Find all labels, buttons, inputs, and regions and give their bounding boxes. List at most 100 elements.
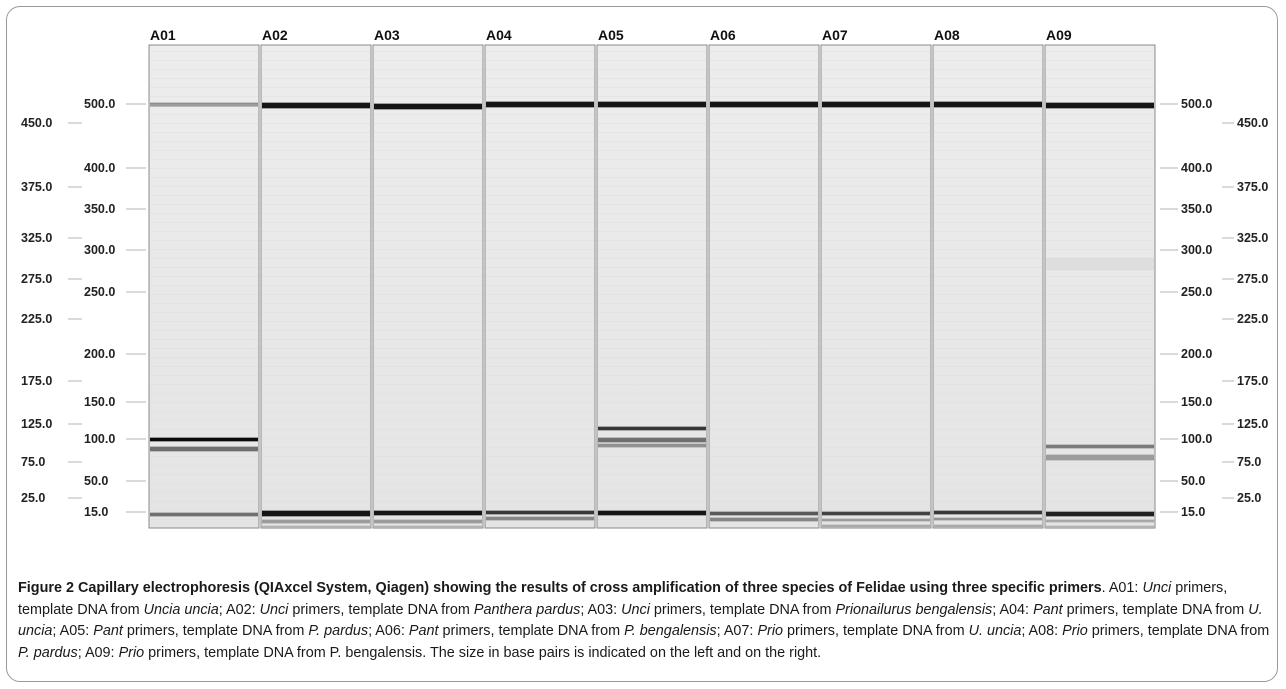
lane-texture	[486, 357, 594, 358]
lane-texture	[262, 267, 370, 268]
lane-texture	[598, 510, 706, 511]
lane-texture	[822, 510, 930, 511]
lane-texture	[374, 510, 482, 511]
lane-label: A09	[1046, 27, 1072, 43]
lane-texture	[710, 168, 818, 169]
right-size-marker: 225.0	[1222, 312, 1268, 326]
lane-texture	[934, 312, 1042, 313]
lane-texture	[710, 60, 818, 61]
lane-texture	[598, 240, 706, 241]
lane-texture	[150, 393, 258, 394]
lane-texture	[150, 150, 258, 151]
lane-texture	[374, 150, 482, 151]
lane-texture	[374, 303, 482, 304]
lane-texture	[710, 285, 818, 286]
lane-texture	[150, 51, 258, 52]
lane-texture	[1046, 438, 1154, 439]
lane-texture	[1046, 492, 1154, 493]
lane-texture	[486, 375, 594, 376]
lane-texture	[150, 114, 258, 115]
lane-texture	[486, 132, 594, 133]
lane-label: A01	[150, 27, 176, 43]
lane-texture	[374, 420, 482, 421]
lane-texture	[486, 186, 594, 187]
lane-texture	[598, 150, 706, 151]
marker-label: 350.0	[84, 202, 115, 216]
lane-texture	[1046, 204, 1154, 205]
left-size-marker: 500.0	[84, 97, 146, 111]
lane-a07	[820, 44, 932, 529]
lane-texture	[822, 294, 930, 295]
lane-texture	[1046, 141, 1154, 142]
caption-segment: primers, template DNA from P. bengalensi…	[144, 644, 822, 661]
lane-background	[148, 44, 260, 529]
lane-label: A06	[710, 27, 736, 43]
lane-texture	[598, 60, 706, 61]
lane-texture	[1046, 69, 1154, 70]
dna-band	[262, 103, 370, 108]
lane-texture	[374, 69, 482, 70]
lane-texture	[150, 69, 258, 70]
lane-texture	[374, 384, 482, 385]
marker-label: 400.0	[84, 161, 115, 175]
lane-texture	[822, 258, 930, 259]
lane-texture	[150, 483, 258, 484]
lane-texture	[486, 438, 594, 439]
lane-texture	[1046, 276, 1154, 277]
left-size-marker: 150.0	[84, 395, 146, 409]
marker-label: 150.0	[1181, 395, 1212, 409]
lane-texture	[262, 186, 370, 187]
lane-texture	[1046, 357, 1154, 358]
lane-texture	[1046, 294, 1154, 295]
lane-texture	[822, 393, 930, 394]
lane-a06	[708, 44, 820, 529]
lane-texture	[1046, 168, 1154, 169]
lane-texture	[150, 195, 258, 196]
left-size-marker: 50.0	[84, 474, 146, 488]
lane-texture	[598, 375, 706, 376]
right-size-marker: 275.0	[1222, 272, 1268, 286]
caption-segment: ; A06:	[368, 623, 409, 639]
lane-texture	[710, 231, 818, 232]
size-markers: 500.0 400.0 350.0 300.0 250.0 200.0 150.0 100.0…	[21, 97, 1268, 519]
lane-texture	[710, 123, 818, 124]
lane-texture	[710, 276, 818, 277]
lane-label: A04	[486, 27, 512, 43]
caption-segment: primers, template DNA from	[122, 623, 309, 639]
lane-texture	[262, 96, 370, 97]
lane-texture	[262, 168, 370, 169]
lane-texture	[934, 429, 1042, 430]
dna-band	[822, 519, 930, 521]
dna-band	[262, 526, 370, 528]
lane-texture	[822, 240, 930, 241]
lane-texture	[150, 330, 258, 331]
lane-texture	[822, 348, 930, 349]
lane-texture	[374, 51, 482, 52]
lane-texture	[598, 402, 706, 403]
lane-texture	[822, 357, 930, 358]
lane-texture	[710, 456, 818, 457]
marker-label: 225.0	[21, 312, 52, 326]
lane-texture	[374, 258, 482, 259]
lane-texture	[822, 177, 930, 178]
lane-texture	[486, 60, 594, 61]
lane-texture	[1046, 51, 1154, 52]
lane-texture	[934, 321, 1042, 322]
lane-texture	[262, 114, 370, 115]
lane-texture	[934, 87, 1042, 88]
lane-texture	[486, 267, 594, 268]
lane-texture	[262, 366, 370, 367]
lane-texture	[822, 366, 930, 367]
lane-texture	[710, 339, 818, 340]
lane-texture	[822, 456, 930, 457]
lane-texture	[150, 96, 258, 97]
lane-background	[372, 44, 484, 529]
caption-segment: primers, template DNA from	[18, 580, 1228, 618]
lane-texture	[1046, 150, 1154, 151]
lane-texture	[822, 429, 930, 430]
lane-texture	[262, 132, 370, 133]
lane-texture	[150, 141, 258, 142]
lane-texture	[1046, 78, 1154, 79]
lane-texture	[598, 168, 706, 169]
lane-texture	[934, 132, 1042, 133]
